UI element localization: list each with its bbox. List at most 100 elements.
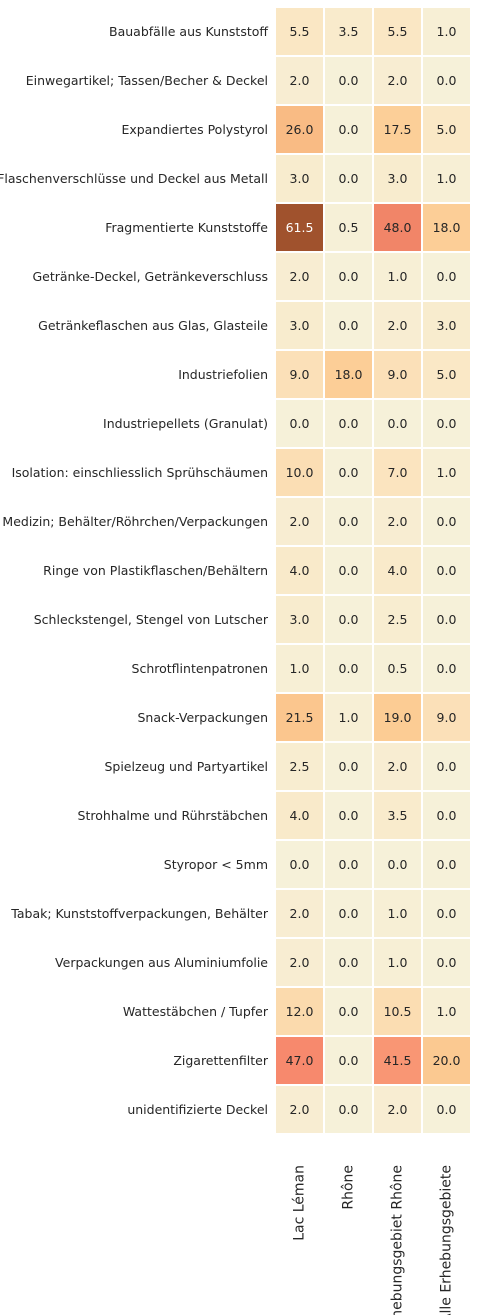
cell-value-label: 9.0	[437, 710, 457, 725]
heatmap-cell	[274, 1035, 325, 1086]
row-label: Industriepellets (Granulat)	[103, 416, 268, 431]
cell-value-label: 0.0	[339, 906, 359, 921]
cell-value-label: 5.0	[437, 122, 457, 137]
heatmap-cell	[274, 251, 325, 302]
heatmap-cell	[323, 153, 374, 204]
cell-value-label: 7.0	[388, 465, 408, 480]
cell-value-label: 0.0	[339, 955, 359, 970]
heatmap-cell	[421, 839, 472, 890]
row-label: Isolation: einschliesslich Sprühschäumen	[12, 465, 268, 480]
heatmap-cell	[274, 447, 325, 498]
cell-value-label: 20.0	[433, 1053, 461, 1068]
heatmap-cell	[372, 888, 423, 939]
cell-value-label: 2.0	[290, 955, 310, 970]
heatmap-cell	[421, 104, 472, 155]
cell-value-label: 2.5	[290, 759, 310, 774]
cell-value-label: 5.0	[437, 367, 457, 382]
cell-value-label: 4.0	[388, 563, 408, 578]
cell-value-label: 0.0	[437, 514, 457, 529]
cell-value-label: 9.0	[290, 367, 310, 382]
cell-value-label: 1.0	[339, 710, 359, 725]
cell-value-label: 2.0	[388, 73, 408, 88]
heatmap-cell	[274, 1084, 325, 1135]
heatmap-cell	[323, 643, 374, 694]
heatmap-cell	[421, 398, 472, 449]
heatmap-cell	[372, 1035, 423, 1086]
cell-value-label: 0.0	[437, 563, 457, 578]
row-label: Ringe von Plastikflaschen/Behältern	[43, 563, 268, 578]
cell-value-label: 0.0	[437, 416, 457, 431]
cell-value-label: 19.0	[384, 710, 412, 725]
row-label: Zigarettenfilter	[173, 1053, 269, 1068]
row-label: unidentifizierte Deckel	[127, 1102, 268, 1117]
cell-value-label: 2.0	[290, 906, 310, 921]
heatmap-cell	[274, 545, 325, 596]
cell-value-label: 3.5	[388, 808, 408, 823]
cell-value-label: 0.0	[437, 1102, 457, 1117]
heatmap-cell	[421, 643, 472, 694]
row-label: Expandiertes Polystyrol	[121, 122, 268, 137]
cell-value-label: 1.0	[437, 1004, 457, 1019]
cell-value-label: 1.0	[437, 171, 457, 186]
heatmap-cell	[372, 937, 423, 988]
cell-value-label: 0.0	[290, 416, 310, 431]
cell-value-label: 0.0	[339, 857, 359, 872]
heatmap-cell	[421, 153, 472, 204]
heatmap-cell	[274, 888, 325, 939]
cell-value-label: 0.0	[339, 171, 359, 186]
heatmap-cell	[323, 55, 374, 106]
cell-value-label: 1.0	[437, 465, 457, 480]
heatmap-cell	[421, 251, 472, 302]
cell-value-label: 18.0	[335, 367, 363, 382]
heatmap-cell	[323, 104, 374, 155]
column-label: Alle Erhebungsgebiete	[439, 1165, 455, 1315]
heatmap-cell	[274, 986, 325, 1037]
cell-value-label: 17.5	[384, 122, 412, 137]
heatmap-cell	[372, 300, 423, 351]
heatmap-cells: 5.5 3.5 5.5 1.0 2.0 0.0 2.0 0.0 26.0 0.0 17.5 5.0 3.…	[274, 6, 472, 1135]
cell-value-label: 4.0	[290, 563, 310, 578]
cell-value-label: 47.0	[286, 1053, 314, 1068]
heatmap-cell	[274, 839, 325, 890]
heatmap-cell	[323, 986, 374, 1037]
heatmap-cell	[421, 790, 472, 841]
heatmap-cell	[421, 202, 472, 253]
cell-value-label: 18.0	[433, 220, 461, 235]
heatmap-cell	[372, 1084, 423, 1135]
cell-value-label: 4.0	[290, 808, 310, 823]
heatmap-cell	[421, 55, 472, 106]
heatmap-cell	[323, 251, 374, 302]
column-labels: Lac Léman Rhône Erhebungsgebiet Rhône Alle …	[292, 1165, 455, 1315]
cell-value-label: 0.0	[339, 612, 359, 627]
cell-value-label: 0.0	[339, 269, 359, 284]
cell-value-label: 2.5	[388, 612, 408, 627]
cell-value-label: 0.0	[339, 416, 359, 431]
heatmap-cell	[323, 888, 374, 939]
cell-value-label: 0.0	[339, 122, 359, 137]
cell-value-label: 3.0	[388, 171, 408, 186]
cell-value-label: 2.0	[388, 318, 408, 333]
cell-value-label: 0.0	[437, 906, 457, 921]
cell-value-label: 0.0	[437, 661, 457, 676]
cell-value-label: 0.5	[339, 220, 359, 235]
heatmap-cell	[372, 202, 423, 253]
cell-value-label: 1.0	[388, 906, 408, 921]
column-label: Lac Léman	[292, 1165, 308, 1241]
cell-value-label: 41.5	[384, 1053, 412, 1068]
cell-value-label: 1.0	[290, 661, 310, 676]
cell-value-label: 3.5	[339, 24, 359, 39]
cell-value-label: 0.0	[437, 612, 457, 627]
heatmap-cell	[274, 643, 325, 694]
row-label: Flaschenverschlüsse und Deckel aus Metal…	[0, 171, 268, 186]
cell-value-label: 21.5	[286, 710, 314, 725]
heatmap-cell	[372, 692, 423, 743]
heatmap-cell	[323, 545, 374, 596]
cell-value-label: 0.0	[339, 1102, 359, 1117]
heatmap-cell	[421, 6, 472, 57]
cell-value-label: 5.5	[388, 24, 408, 39]
column-label: Rhône	[341, 1165, 357, 1210]
row-labels: Bauabfälle aus Kunststoff Einwegartikel; …	[0, 24, 269, 1117]
heatmap-cell	[323, 937, 374, 988]
heatmap-cell	[421, 741, 472, 792]
row-label: Bauabfälle aus Kunststoff	[109, 24, 268, 39]
